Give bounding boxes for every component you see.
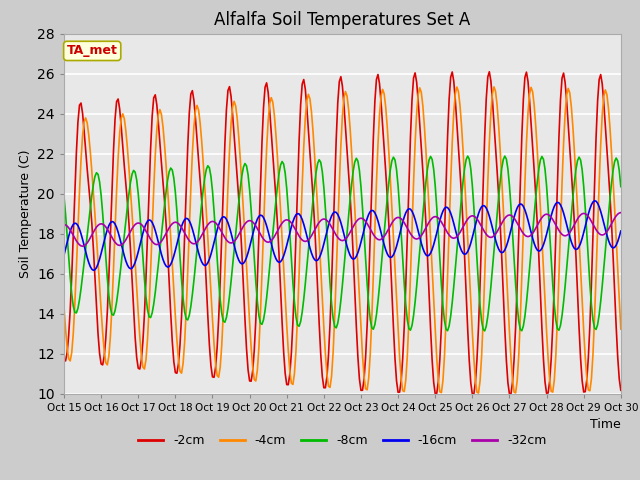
-16cm xyxy=(379,236,387,242)
-4cm xyxy=(552,352,559,358)
-32cm xyxy=(76,242,83,248)
-8cm xyxy=(481,328,488,334)
-8cm xyxy=(377,266,385,272)
-32cm xyxy=(379,235,387,241)
-32cm xyxy=(165,225,173,231)
-8cm xyxy=(464,153,472,159)
-2cm xyxy=(60,357,68,363)
Line: -16cm: -16cm xyxy=(64,201,621,270)
-4cm xyxy=(617,326,625,332)
-16cm xyxy=(617,228,625,234)
-4cm xyxy=(377,93,385,99)
-2cm xyxy=(76,102,83,108)
-32cm xyxy=(397,216,405,222)
-16cm xyxy=(550,204,558,209)
-8cm xyxy=(408,323,416,328)
-2cm xyxy=(408,97,416,103)
-2cm xyxy=(396,389,403,395)
-8cm xyxy=(60,193,68,199)
-2cm xyxy=(617,387,625,393)
-4cm xyxy=(408,226,416,232)
-2cm xyxy=(164,248,172,254)
-2cm xyxy=(486,69,493,74)
-2cm xyxy=(377,99,385,105)
-16cm xyxy=(410,212,417,217)
Line: -32cm: -32cm xyxy=(64,213,621,246)
-16cm xyxy=(165,264,173,269)
Line: -2cm: -2cm xyxy=(64,72,621,394)
-8cm xyxy=(164,177,172,183)
Legend: -2cm, -4cm, -8cm, -16cm, -32cm: -2cm, -4cm, -8cm, -16cm, -32cm xyxy=(133,429,552,452)
-8cm xyxy=(552,317,559,323)
X-axis label: Time: Time xyxy=(590,418,621,431)
-8cm xyxy=(617,184,625,190)
-8cm xyxy=(396,205,403,211)
-2cm xyxy=(552,233,559,239)
Y-axis label: Soil Temperature (C): Soil Temperature (C) xyxy=(19,149,31,278)
-4cm xyxy=(164,185,172,191)
-32cm xyxy=(410,235,417,240)
-32cm xyxy=(60,222,68,228)
-16cm xyxy=(90,267,97,273)
-2cm xyxy=(468,391,476,397)
-32cm xyxy=(550,219,558,225)
-4cm xyxy=(60,304,68,310)
-16cm xyxy=(591,198,598,204)
-8cm xyxy=(76,297,83,303)
Line: -4cm: -4cm xyxy=(64,87,621,393)
Title: Alfalfa Soil Temperatures Set A: Alfalfa Soil Temperatures Set A xyxy=(214,11,470,29)
-16cm xyxy=(76,226,83,232)
-4cm xyxy=(490,84,498,90)
-32cm xyxy=(79,243,86,249)
-16cm xyxy=(60,252,68,258)
-4cm xyxy=(475,390,483,396)
Text: TA_met: TA_met xyxy=(67,44,118,58)
-4cm xyxy=(76,189,83,195)
-16cm xyxy=(397,225,405,231)
-4cm xyxy=(396,355,403,360)
Line: -8cm: -8cm xyxy=(64,156,621,331)
-32cm xyxy=(617,210,625,216)
